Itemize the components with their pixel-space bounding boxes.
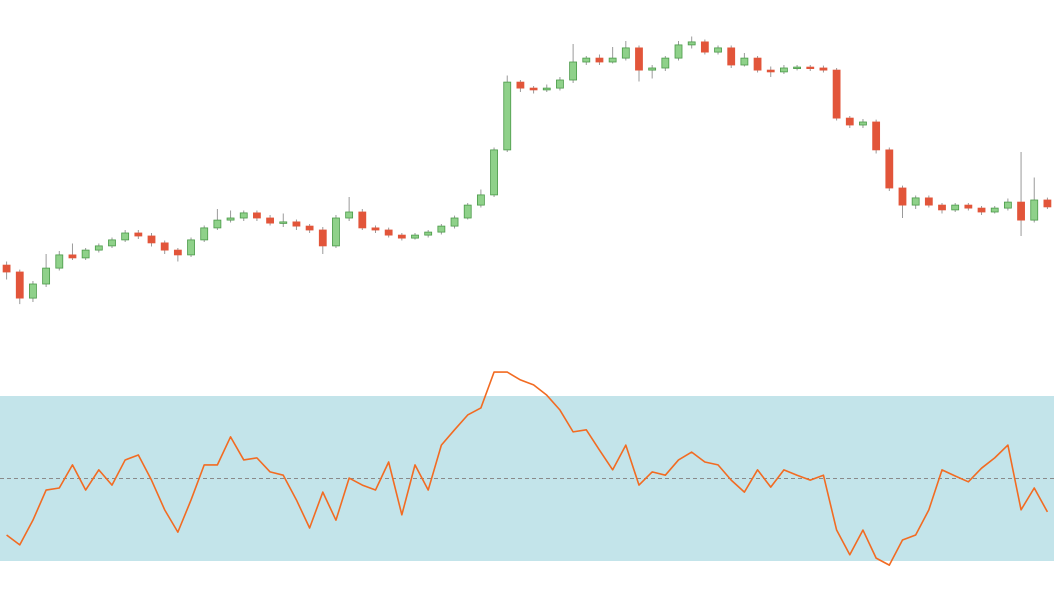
candle-body [727, 47, 736, 66]
candle-body [806, 66, 815, 69]
candle-body [173, 249, 182, 256]
candle-body [345, 211, 354, 219]
candle-body [2, 264, 11, 273]
candle-body [674, 44, 683, 59]
candle-body [490, 149, 498, 196]
candle-body [397, 234, 406, 239]
candle-body [556, 79, 564, 89]
candle-body [898, 187, 907, 206]
candle-body [542, 87, 551, 91]
candle-body [121, 232, 130, 241]
candle-body [226, 217, 235, 221]
candle-body [766, 69, 775, 73]
candle-body [55, 254, 64, 269]
candle-body [780, 67, 788, 73]
candle-body [1043, 199, 1052, 208]
candle-body [635, 47, 643, 71]
candle-body [437, 225, 446, 233]
candle-body [68, 254, 77, 259]
candle-body [753, 57, 762, 71]
candle-body [147, 235, 156, 244]
candle-body [859, 121, 867, 126]
candle-body [608, 57, 617, 63]
candle-body [885, 149, 894, 189]
candle-body [595, 57, 604, 63]
candle-body [582, 57, 591, 63]
candle-body [279, 221, 288, 224]
candle-body [384, 229, 393, 236]
candle-body [292, 221, 301, 227]
candle-body [714, 47, 722, 53]
candle-body [687, 41, 696, 46]
candle-body [94, 245, 103, 251]
candle-body [371, 227, 380, 231]
candle-body [503, 81, 512, 151]
candle-body [700, 41, 709, 53]
candle-body [832, 69, 841, 119]
candle-body [1003, 201, 1012, 209]
candle-body [845, 117, 854, 126]
candle-body [42, 267, 51, 285]
candle-body [108, 239, 116, 247]
candle-body [160, 242, 169, 251]
candle-body [450, 217, 459, 227]
candle-body [569, 61, 578, 81]
candle-body [476, 194, 485, 206]
candle-body [621, 47, 630, 59]
candle-body [964, 204, 973, 209]
candle-body [15, 271, 24, 299]
candle-body [213, 219, 222, 229]
candle-body [911, 197, 920, 206]
candle-body [424, 231, 433, 236]
candle-body [318, 229, 327, 247]
candle-body [819, 67, 828, 71]
candle-body [332, 217, 340, 247]
line-series [6, 371, 1049, 566]
candle-body [529, 87, 538, 91]
candle-body [872, 121, 881, 151]
candle-body [29, 283, 37, 299]
candle-body [81, 249, 90, 259]
candle-body [516, 81, 525, 89]
candle-body [239, 212, 248, 219]
candle-body [463, 204, 472, 219]
candle-body [305, 225, 314, 231]
candle-body [134, 232, 143, 237]
candle-body [938, 204, 946, 211]
candle-body [740, 57, 749, 66]
candle-body [411, 234, 419, 239]
candle-body [924, 197, 933, 206]
candle-body [253, 212, 261, 219]
candle-body [187, 239, 195, 256]
candle-body [793, 66, 801, 69]
candle-body [1017, 201, 1025, 221]
candle-body [951, 204, 960, 211]
candle-body [200, 227, 209, 241]
candle-body [266, 217, 274, 224]
candle-body [648, 67, 657, 71]
candle-body [1030, 199, 1039, 221]
candle-body [990, 207, 999, 213]
candle-body [977, 207, 986, 213]
candle-body [358, 211, 367, 229]
candle-body [661, 57, 670, 69]
